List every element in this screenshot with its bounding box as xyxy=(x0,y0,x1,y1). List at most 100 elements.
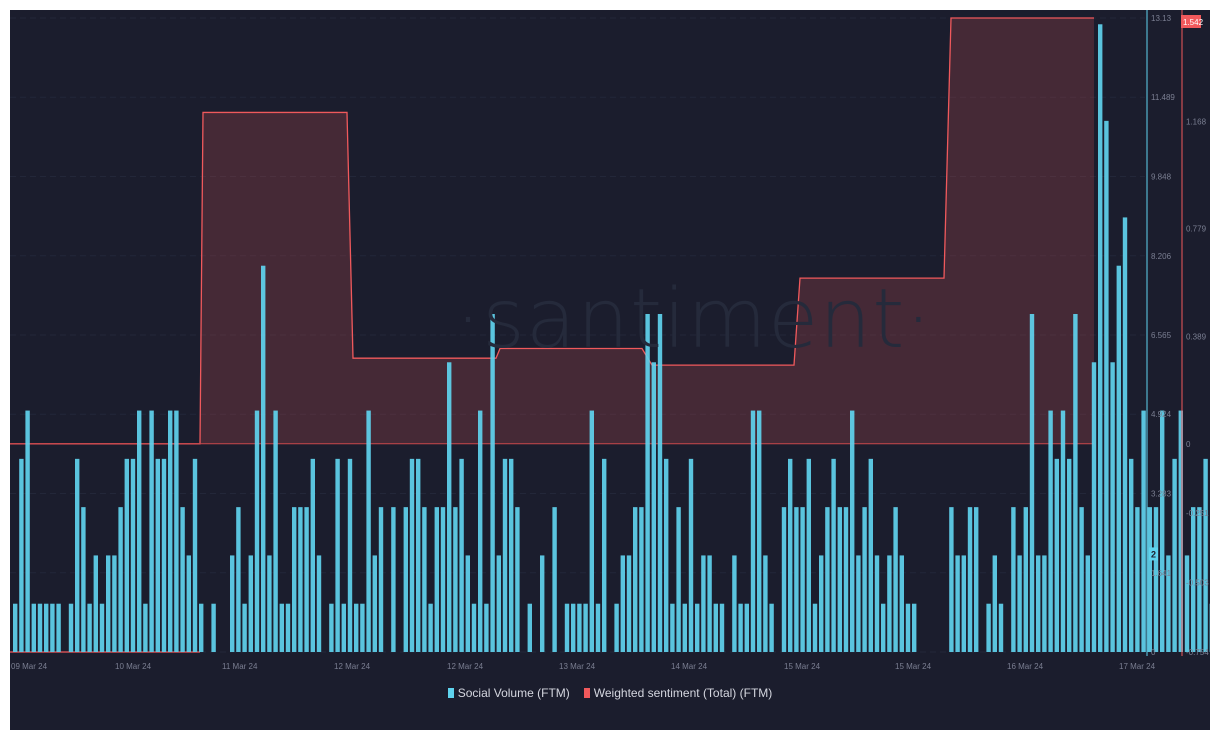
social-volume-bar[interactable] xyxy=(292,507,297,652)
social-volume-bar[interactable] xyxy=(186,555,191,652)
social-volume-bar[interactable] xyxy=(868,458,873,652)
social-volume-bar[interactable] xyxy=(788,458,793,652)
social-volume-bar[interactable] xyxy=(1110,362,1115,652)
social-volume-bar[interactable] xyxy=(496,555,501,652)
social-volume-bar[interactable] xyxy=(688,458,694,652)
social-volume-bar[interactable] xyxy=(664,458,669,652)
social-volume-bar[interactable] xyxy=(719,603,725,652)
social-volume-bar[interactable] xyxy=(1073,313,1078,652)
social-volume-bar[interactable] xyxy=(633,507,638,652)
social-volume-bar[interactable] xyxy=(1122,217,1128,652)
social-volume-bar[interactable] xyxy=(651,362,656,652)
social-volume-bar[interactable] xyxy=(1079,507,1084,652)
social-volume-bar[interactable] xyxy=(261,265,266,652)
social-volume-bar[interactable] xyxy=(819,555,824,652)
social-volume-bar[interactable] xyxy=(1023,507,1028,652)
social-volume-bar[interactable] xyxy=(236,507,241,652)
social-volume-bar[interactable] xyxy=(614,603,619,652)
social-volume-bar[interactable] xyxy=(732,555,737,652)
social-volume-bar[interactable] xyxy=(502,458,508,652)
social-volume-bar[interactable] xyxy=(639,507,644,652)
social-volume-bar[interactable] xyxy=(1042,555,1047,652)
social-volume-bar[interactable] xyxy=(1129,458,1134,652)
social-volume-bar[interactable] xyxy=(1197,507,1202,652)
social-volume-bar[interactable] xyxy=(695,603,700,652)
social-volume-bar[interactable] xyxy=(893,507,898,652)
social-volume-bar[interactable] xyxy=(471,603,477,652)
social-volume-bar[interactable] xyxy=(825,507,830,652)
social-volume-bar[interactable] xyxy=(1060,410,1066,652)
social-volume-bar[interactable] xyxy=(118,507,123,652)
social-volume-bar[interactable] xyxy=(310,458,315,652)
social-volume-bar[interactable] xyxy=(1191,507,1196,652)
social-volume-bar[interactable] xyxy=(409,458,415,652)
social-volume-bar[interactable] xyxy=(1098,24,1103,653)
social-volume-bar[interactable] xyxy=(304,507,309,652)
social-volume-bar[interactable] xyxy=(254,410,260,652)
social-volume-bar[interactable] xyxy=(248,555,253,652)
social-volume-bar[interactable] xyxy=(540,555,545,652)
social-volume-bar[interactable] xyxy=(25,410,30,652)
social-volume-bar[interactable] xyxy=(87,603,92,652)
chart-canvas[interactable]: 13.13 11.489 9.848 8.206 6.565 4.924 3.283 1.64… xyxy=(10,10,1210,730)
social-volume-bar[interactable] xyxy=(912,603,917,652)
social-volume-bar[interactable] xyxy=(1184,555,1190,652)
social-volume-bar[interactable] xyxy=(211,603,216,652)
social-volume-bar[interactable] xyxy=(391,507,396,652)
social-volume-bar[interactable] xyxy=(56,603,61,652)
social-volume-bar[interactable] xyxy=(242,603,247,652)
social-volume-bar[interactable] xyxy=(595,603,601,652)
social-volume-bar[interactable] xyxy=(372,555,377,652)
social-volume-bar[interactable] xyxy=(143,603,148,652)
social-volume-bar[interactable] xyxy=(44,603,49,652)
social-volume-bar[interactable] xyxy=(856,555,861,652)
social-volume-bar[interactable] xyxy=(992,555,997,652)
social-volume-bar[interactable] xyxy=(974,507,979,652)
social-volume-bar[interactable] xyxy=(1085,555,1090,652)
social-volume-bar[interactable] xyxy=(267,555,272,652)
social-volume-bar[interactable] xyxy=(967,507,973,652)
social-volume-bar[interactable] xyxy=(1048,410,1053,652)
social-volume-bar[interactable] xyxy=(378,507,384,652)
social-volume-bar[interactable] xyxy=(701,555,706,652)
legend-item-weighted-sentiment[interactable]: Weighted sentiment (Total) (FTM) xyxy=(583,686,772,700)
social-volume-bar[interactable] xyxy=(509,458,514,652)
social-volume-bar[interactable] xyxy=(620,555,625,652)
social-volume-bar[interactable] xyxy=(837,507,842,652)
social-volume-bar[interactable] xyxy=(955,555,960,652)
social-volume-bar[interactable] xyxy=(1160,410,1165,652)
social-volume-bar[interactable] xyxy=(881,603,886,652)
social-volume-bar[interactable] xyxy=(149,410,154,652)
social-volume-bar[interactable] xyxy=(577,603,582,652)
social-volume-bar[interactable] xyxy=(440,507,446,652)
social-volume-bar[interactable] xyxy=(1147,507,1152,652)
social-volume-bar[interactable] xyxy=(1054,458,1059,652)
social-volume-bar[interactable] xyxy=(13,603,18,652)
social-volume-bar[interactable] xyxy=(682,603,687,652)
social-volume-bar[interactable] xyxy=(874,555,880,652)
social-volume-bar[interactable] xyxy=(862,507,867,652)
social-volume-bar[interactable] xyxy=(31,603,36,652)
social-volume-bar[interactable] xyxy=(1091,362,1097,652)
social-volume-bar[interactable] xyxy=(1178,410,1183,652)
social-volume-bar[interactable] xyxy=(657,313,663,652)
social-volume-bar[interactable] xyxy=(589,410,594,652)
social-volume-bar[interactable] xyxy=(602,458,607,652)
social-volume-bar[interactable] xyxy=(285,603,291,652)
social-volume-bar[interactable] xyxy=(670,603,675,652)
social-volume-bar[interactable] xyxy=(174,410,179,652)
social-volume-bar[interactable] xyxy=(887,555,892,652)
social-volume-bar[interactable] xyxy=(1029,313,1035,652)
social-volume-bar[interactable] xyxy=(298,507,303,652)
social-volume-bar[interactable] xyxy=(707,555,712,652)
social-volume-bar[interactable] xyxy=(713,603,718,652)
social-volume-bar[interactable] xyxy=(905,603,911,652)
social-volume-bar[interactable] xyxy=(583,603,588,652)
social-volume-bar[interactable] xyxy=(447,362,452,652)
social-volume-bar[interactable] xyxy=(354,603,359,652)
social-volume-bar[interactable] xyxy=(316,555,322,652)
social-volume-bar[interactable] xyxy=(527,603,532,652)
social-volume-bar[interactable] xyxy=(403,507,408,652)
social-volume-bar[interactable] xyxy=(124,458,129,652)
social-volume-bar[interactable] xyxy=(750,410,756,652)
